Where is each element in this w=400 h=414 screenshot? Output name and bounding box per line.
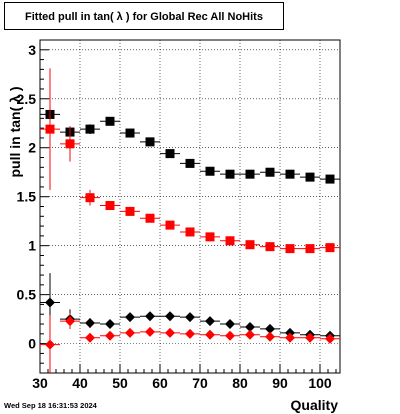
chart-title: Fitted pull in tan( λ ) for Global Rec A… — [4, 2, 284, 30]
x-axis-label: Quality — [291, 397, 339, 413]
data-point-square — [85, 193, 95, 203]
data-point-diamond — [45, 339, 55, 350]
data-point-square — [245, 169, 255, 179]
series-0 — [40, 106, 340, 184]
data-point-diamond — [45, 297, 55, 308]
x-tick-label: 100 — [308, 375, 332, 391]
data-point-square — [325, 243, 335, 253]
data-point-diamond — [185, 328, 195, 339]
data-point-square — [145, 213, 155, 223]
data-point-diamond — [325, 333, 335, 344]
data-layer — [40, 68, 340, 373]
data-point-diamond — [105, 330, 115, 341]
y-tick-label: 0.5 — [17, 287, 37, 303]
x-tick-label: 40 — [72, 375, 88, 391]
data-point-diamond — [125, 327, 135, 338]
data-point-square — [305, 244, 315, 254]
data-point-square — [225, 236, 235, 246]
data-point-square — [285, 169, 295, 179]
data-point-square — [65, 139, 75, 149]
data-point-square — [225, 169, 235, 179]
data-point-square — [125, 128, 135, 138]
y-tick-label: 2.5 — [17, 91, 37, 107]
data-point-diamond — [265, 323, 275, 334]
data-point-diamond — [85, 318, 95, 329]
data-point-square — [185, 158, 195, 168]
x-tick-label: 90 — [272, 375, 288, 391]
series-1 — [40, 68, 340, 254]
data-point-diamond — [65, 316, 75, 327]
y-tick-label: 3 — [28, 42, 36, 58]
data-point-square — [105, 116, 115, 126]
x-tick-label: 60 — [152, 375, 168, 391]
data-point-square — [265, 167, 275, 177]
y-tick-label: 1.5 — [17, 189, 37, 205]
data-point-diamond — [165, 327, 175, 338]
x-tick-label: 50 — [112, 375, 128, 391]
data-point-diamond — [225, 330, 235, 341]
data-point-square — [185, 227, 195, 237]
y-tick-label: 2 — [28, 140, 36, 156]
data-point-diamond — [265, 331, 275, 342]
data-point-square — [85, 124, 95, 134]
data-point-square — [205, 166, 215, 176]
data-point-square — [325, 174, 335, 184]
data-point-square — [45, 124, 55, 134]
data-point-square — [145, 137, 155, 147]
x-tick-label: 80 — [232, 375, 248, 391]
data-point-diamond — [225, 319, 235, 330]
data-point-diamond — [165, 311, 175, 322]
data-point-diamond — [245, 329, 255, 340]
x-tick-label: 70 — [192, 375, 208, 391]
data-point-diamond — [205, 316, 215, 327]
y-axis-label: pull in tan( λ ) — [7, 87, 23, 178]
series-3 — [40, 313, 340, 373]
data-point-diamond — [145, 326, 155, 337]
data-point-diamond — [85, 332, 95, 343]
data-point-diamond — [185, 312, 195, 323]
y-tick-label: 1 — [28, 238, 36, 254]
data-point-square — [165, 149, 175, 159]
data-point-diamond — [125, 312, 135, 323]
data-point-diamond — [205, 329, 215, 340]
x-tick-label: 30 — [32, 375, 48, 391]
data-point-square — [305, 172, 315, 182]
data-point-diamond — [245, 321, 255, 332]
data-point-diamond — [285, 332, 295, 343]
data-point-square — [285, 244, 295, 254]
data-point-diamond — [305, 332, 315, 343]
ticks-layer: 30 40 50 60 70 80 90 100 0 0.5 1 1.5 2 2.5 3 — [17, 42, 337, 391]
data-point-square — [245, 240, 255, 250]
data-point-diamond — [105, 319, 115, 330]
data-point-square — [105, 201, 115, 211]
data-point-square — [125, 206, 135, 216]
y-tick-label: 0 — [28, 336, 36, 352]
data-point-square — [205, 232, 215, 242]
data-point-diamond — [145, 311, 155, 322]
data-point-square — [265, 242, 275, 252]
data-point-square — [165, 220, 175, 230]
timestamp-footer: Wed Sep 18 16:31:53 2024 — [4, 401, 98, 410]
